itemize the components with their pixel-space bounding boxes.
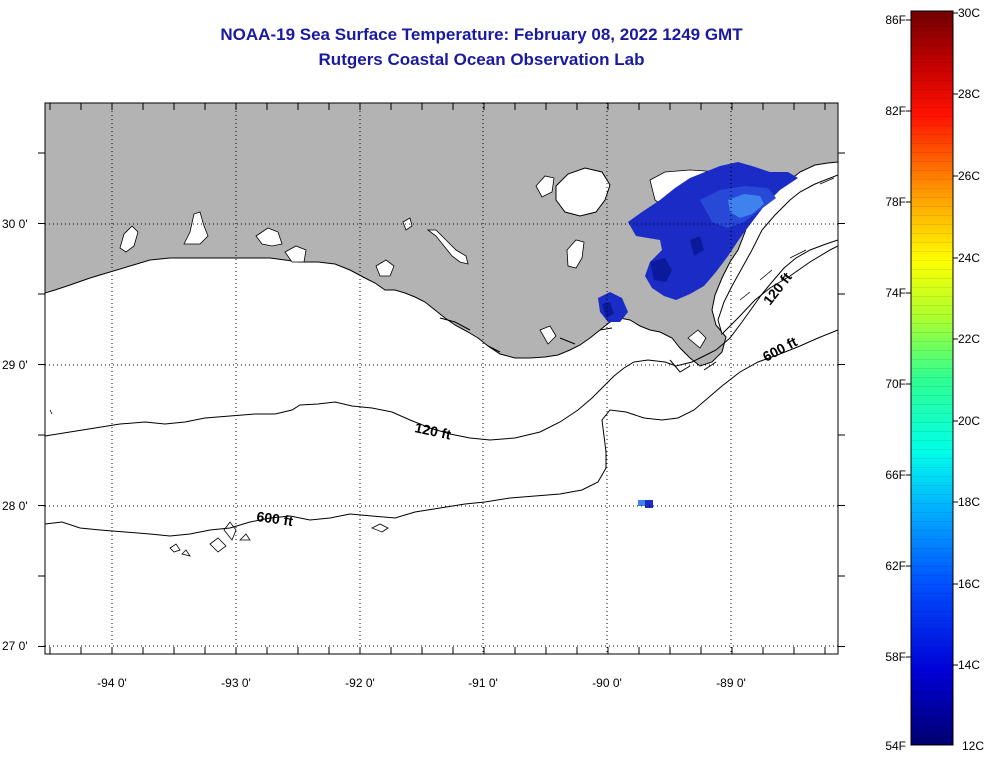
- lake: [535, 175, 555, 198]
- lake: [255, 227, 283, 247]
- lon-label: -93 0': [221, 676, 251, 690]
- colorbar: 86F 82F 78F 74F 70F 66F 62F 58F 54F 30C …: [885, 6, 984, 753]
- colorbar-c-label: 30C: [958, 6, 980, 20]
- lake: [555, 167, 611, 217]
- colorbar-c-label: 26C: [958, 169, 980, 183]
- contour-120ft: [45, 239, 838, 441]
- land-area: [45, 103, 838, 367]
- lake: [119, 225, 139, 253]
- colorbar-f-label: 62F: [885, 559, 906, 573]
- lake: [426, 229, 469, 265]
- map-frame: [44, 102, 839, 655]
- sound-water: [717, 174, 838, 335]
- lake: [566, 239, 585, 269]
- colorbar-f-label: 78F: [885, 195, 906, 209]
- map-title: NOAA-19 Sea Surface Temperature: Februar…: [220, 25, 743, 44]
- lat-label: 27 0': [2, 639, 28, 653]
- contour-blobs: [49, 409, 389, 557]
- colorbar-f-label: 74F: [885, 286, 906, 300]
- colorbar-f-label: 58F: [885, 650, 906, 664]
- axis-ticks: [38, 103, 845, 654]
- coastal-islands: [739, 177, 835, 301]
- barrier-islands: [439, 317, 717, 373]
- lake: [183, 211, 209, 245]
- colorbar-f-label: 82F: [885, 104, 906, 118]
- map-subtitle: Rutgers Coastal Ocean Observation Lab: [318, 50, 645, 69]
- colorbar-f-label: 66F: [885, 468, 906, 482]
- lake: [402, 217, 413, 231]
- lon-label: -94 0': [97, 676, 127, 690]
- lat-label: 29 0': [2, 358, 28, 372]
- lon-label: -89 0': [716, 676, 746, 690]
- lake: [375, 259, 395, 277]
- lake: [687, 329, 707, 349]
- colorbar-f-label: 70F: [885, 377, 906, 391]
- colorbar-c-label: 22C: [958, 332, 980, 346]
- lon-label: -92 0': [345, 676, 375, 690]
- colorbar-f-label: 54F: [885, 739, 906, 753]
- lat-label: 28 0': [2, 499, 28, 513]
- lat-label: 30 0': [2, 217, 28, 231]
- lake: [284, 245, 307, 263]
- lon-label: -91 0': [468, 676, 498, 690]
- lake: [539, 325, 557, 345]
- contour-label-600ft: 600 ft: [256, 508, 295, 529]
- colorbar-c-label: 24C: [958, 251, 980, 265]
- sst-data: [598, 162, 798, 508]
- colorbar-c-label: 28C: [958, 87, 980, 101]
- colorbar-c-label: 12C: [962, 739, 984, 753]
- colorbar-c-label: 16C: [958, 577, 980, 591]
- lon-label: -90 0': [592, 676, 622, 690]
- colorbar-frame: [910, 10, 954, 746]
- colorbar-c-label: 20C: [958, 414, 980, 428]
- colorbar-c-label: 14C: [958, 658, 980, 672]
- contour-600ft: [45, 329, 838, 537]
- colorbar-c-label: 18C: [958, 495, 980, 509]
- colorbar-bands: [911, 11, 953, 745]
- lat-lon-grid: [45, 103, 838, 654]
- colorbar-f-label: 86F: [885, 13, 906, 27]
- contour-label-120ft: 120 ft: [413, 419, 452, 442]
